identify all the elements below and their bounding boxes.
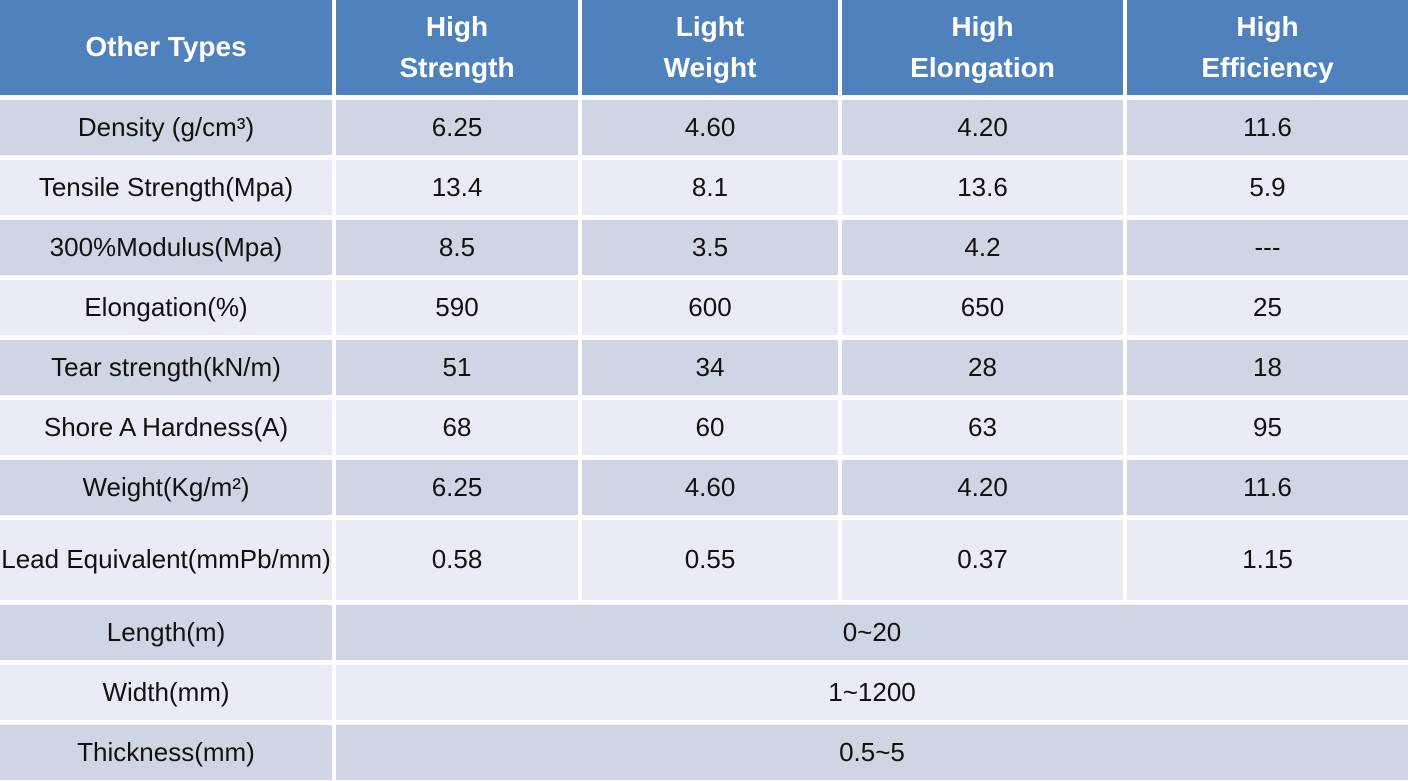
cell-value: --- bbox=[1127, 220, 1408, 275]
header-line: High bbox=[425, 10, 489, 42]
row-label: Tensile Strength(Mpa) bbox=[0, 160, 332, 215]
header-cell-high-strength: High Strength bbox=[336, 0, 578, 95]
header-cell-high-efficiency: High Efficiency bbox=[1127, 0, 1408, 95]
cell-value: 68 bbox=[336, 400, 578, 455]
header-line: Elongation bbox=[910, 51, 1055, 83]
cell-value: 63 bbox=[842, 400, 1123, 455]
cell-value: 4.60 bbox=[582, 100, 838, 155]
header-cell-other-types: Other Types bbox=[0, 0, 332, 95]
row-label: Tear strength(kN/m) bbox=[0, 340, 332, 395]
row-label: 300%Modulus(Mpa) bbox=[0, 220, 332, 275]
cell-value: 0.37 bbox=[842, 520, 1123, 600]
header-line: Strength bbox=[399, 51, 515, 83]
cell-value: 60 bbox=[582, 400, 838, 455]
cell-value-merged: 1~1200 bbox=[336, 665, 1408, 720]
cell-value: 13.6 bbox=[842, 160, 1123, 215]
cell-value-merged: 0~20 bbox=[336, 605, 1408, 660]
row-label: Length(m) bbox=[0, 605, 332, 660]
header-cell-high-elongation: High Elongation bbox=[842, 0, 1123, 95]
cell-value: 25 bbox=[1127, 280, 1408, 335]
cell-value: 4.60 bbox=[582, 460, 838, 515]
cell-value: 28 bbox=[842, 340, 1123, 395]
cell-value: 11.6 bbox=[1127, 100, 1408, 155]
header-line: Efficiency bbox=[1201, 51, 1334, 83]
row-label: Elongation(%) bbox=[0, 280, 332, 335]
cell-value: 5.9 bbox=[1127, 160, 1408, 215]
row-label-line: (mmPb/mm) bbox=[187, 544, 331, 575]
cell-value: 8.5 bbox=[336, 220, 578, 275]
row-label: Width(mm) bbox=[0, 665, 332, 720]
cell-value: 650 bbox=[842, 280, 1123, 335]
cell-value: 11.6 bbox=[1127, 460, 1408, 515]
cell-value: 4.20 bbox=[842, 460, 1123, 515]
cell-value: 6.25 bbox=[336, 460, 578, 515]
row-label: Density (g/cm³) bbox=[0, 100, 332, 155]
cell-value: 18 bbox=[1127, 340, 1408, 395]
cell-value-merged: 0.5~5 bbox=[336, 725, 1408, 780]
cell-value: 0.55 bbox=[582, 520, 838, 600]
row-label: Thickness(mm) bbox=[0, 725, 332, 780]
cell-value: 600 bbox=[582, 280, 838, 335]
row-label: Lead Equivalent (mmPb/mm) bbox=[0, 520, 332, 600]
row-label: Shore A Hardness(A) bbox=[0, 400, 332, 455]
row-label: Weight(Kg/m²) bbox=[0, 460, 332, 515]
cell-value: 95 bbox=[1127, 400, 1408, 455]
cell-value: 4.20 bbox=[842, 100, 1123, 155]
cell-value: 0.58 bbox=[336, 520, 578, 600]
header-line: Weight bbox=[663, 51, 757, 83]
header-line: High bbox=[1236, 10, 1299, 42]
cell-value: 34 bbox=[582, 340, 838, 395]
cell-value: 6.25 bbox=[336, 100, 578, 155]
cell-value: 1.15 bbox=[1127, 520, 1408, 600]
header-line: High bbox=[951, 10, 1014, 42]
row-label-line: Lead Equivalent bbox=[1, 544, 188, 575]
header-cell-light-weight: Light Weight bbox=[582, 0, 838, 95]
cell-value: 590 bbox=[336, 280, 578, 335]
cell-value: 13.4 bbox=[336, 160, 578, 215]
header-line: Light bbox=[675, 10, 745, 42]
cell-value: 3.5 bbox=[582, 220, 838, 275]
cell-value: 4.2 bbox=[842, 220, 1123, 275]
cell-value: 51 bbox=[336, 340, 578, 395]
cell-value: 8.1 bbox=[582, 160, 838, 215]
